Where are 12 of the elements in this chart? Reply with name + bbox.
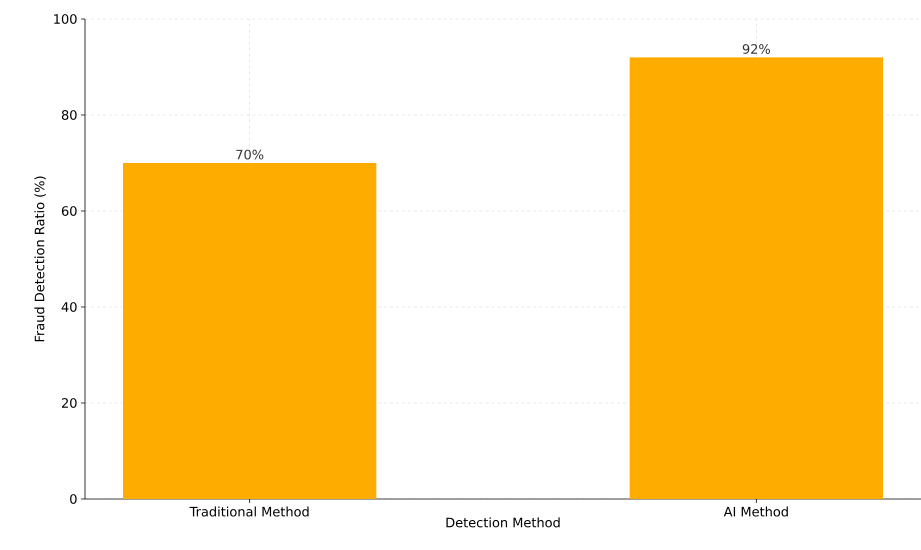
x-tick-label: AI Method — [724, 506, 788, 517]
y-tick-label: 100 — [54, 14, 77, 24]
x-axis-title: Detection Method — [446, 517, 560, 528]
data-label: 92% — [742, 44, 770, 54]
y-tick-label: 60 — [62, 206, 77, 216]
y-tick-label: 0 — [70, 494, 77, 504]
y-tick-label: 80 — [62, 110, 77, 120]
x-tick-label: Traditional Method — [190, 506, 309, 517]
y-tick-label: 20 — [62, 398, 77, 408]
y-tick-label: 40 — [62, 302, 77, 312]
y-axis-title: Fraud Detection Ratio (%) — [34, 176, 46, 342]
data-label: 70% — [236, 150, 264, 160]
